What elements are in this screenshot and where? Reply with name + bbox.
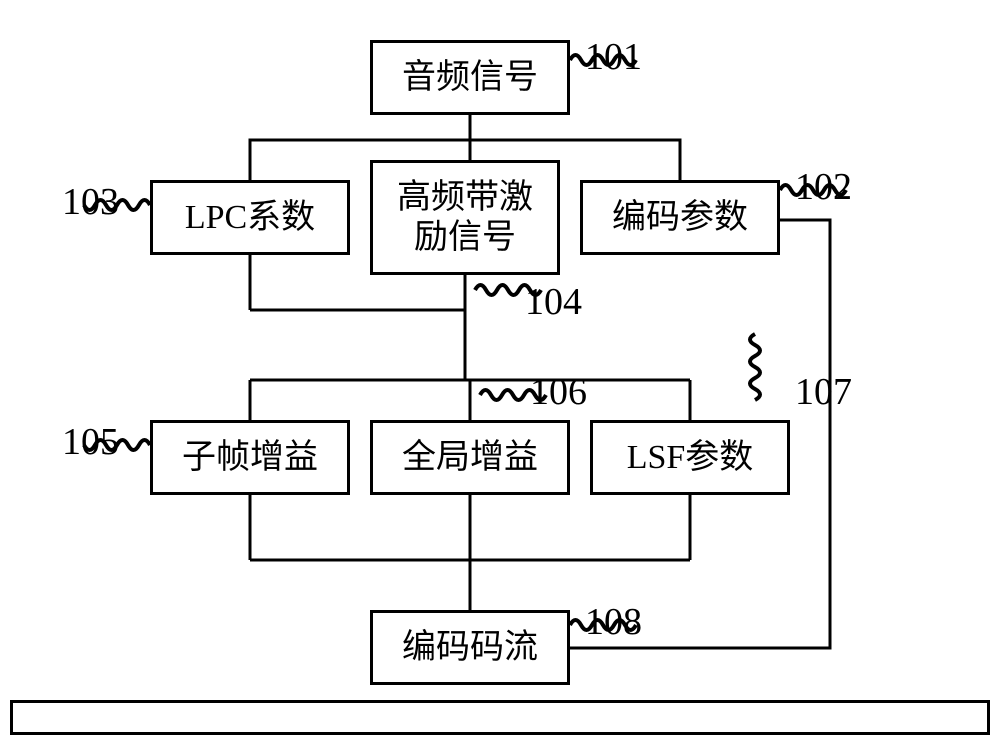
tag-105: 105 [62,420,119,464]
node-lpc-coeff: LPC系数 [150,180,350,255]
diagram-canvas: 音频信号 LPC系数 高频带激励信号 编码参数 子帧增益 全局增益 LSF参数 … [0,0,1000,741]
node-label: 子帧增益 [182,438,318,477]
node-label: 音频信号 [402,58,538,97]
node-encode-param: 编码参数 [580,180,780,255]
node-bitstream: 编码码流 [370,610,570,685]
tag-108: 108 [585,600,642,644]
tag-106: 106 [530,370,587,414]
node-label: 全局增益 [402,438,538,477]
node-label: 编码码流 [402,628,538,667]
node-label: LSF参数 [627,438,754,477]
node-label: 编码参数 [612,198,748,237]
node-audio-signal: 音频信号 [370,40,570,115]
tag-107: 107 [795,370,852,414]
node-global-gain: 全局增益 [370,420,570,495]
tag-102: 102 [795,165,852,209]
outer-frame [10,700,990,735]
node-lsf-param: LSF参数 [590,420,790,495]
tag-104: 104 [525,280,582,324]
tag-101: 101 [585,35,642,79]
node-highband-excite: 高频带激励信号 [370,160,560,275]
node-subframe-gain: 子帧增益 [150,420,350,495]
tag-103: 103 [62,180,119,224]
node-label: LPC系数 [185,198,315,237]
node-label: 高频带激励信号 [397,178,533,256]
